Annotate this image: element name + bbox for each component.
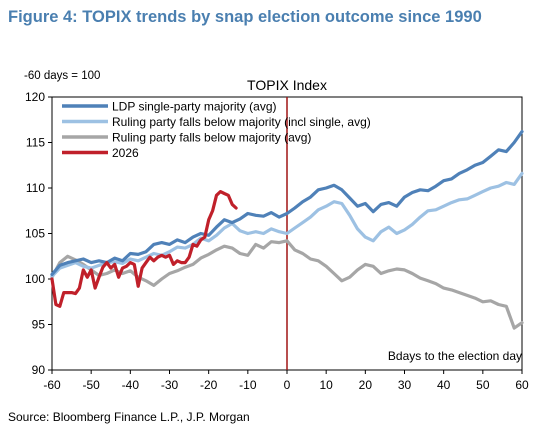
x-tick-label: 20 [359,378,373,392]
x-tick-label: -10 [239,378,257,392]
chart-title: TOPIX Index [247,77,327,93]
y-tick-label: 95 [32,318,46,332]
legend-label-1: Ruling party falls below majority (incl … [112,115,371,129]
x-tick-label: -20 [200,378,218,392]
y-tick-label: 115 [26,136,45,150]
series-line-3 [50,190,238,308]
x-tick-label: -30 [161,378,179,392]
x-tick-label: -50 [82,378,100,392]
legend-label-3: 2026 [112,146,139,160]
x-tick-label: 50 [476,378,490,392]
x-tick-label: -60 [43,378,61,392]
x-tick-label: 30 [398,378,412,392]
y-tick-label: 90 [32,363,46,377]
source-note: Source: Bloomberg Finance L.P., J.P. Mor… [8,410,250,424]
series-line-0 [50,130,524,276]
figure-title: Figure 4: TOPIX trends by snap election … [8,8,482,26]
x-tick-label: -40 [122,378,140,392]
y-tick-label: 120 [25,90,45,104]
series-line-1 [50,171,524,278]
x-tick-label: 0 [284,378,291,392]
legend-label-2: Ruling party falls below majority (avg) [112,131,311,145]
legend-label-0: LDP single-party majority (avg) [112,100,277,114]
chart-legend: LDP single-party majority (avg)Ruling pa… [62,100,371,160]
x-tick-label: 40 [437,378,451,392]
y-tick-label: 110 [26,181,45,195]
series-line-2 [50,239,524,330]
x-tick-label: 60 [515,378,529,392]
y-tick-label: 105 [25,227,45,241]
x-axis-label: Bdays to the election day [388,349,522,363]
x-tick-label: 10 [319,378,333,392]
y-tick-label: 100 [25,272,45,286]
y-axis-label: -60 days = 100 [24,70,100,82]
